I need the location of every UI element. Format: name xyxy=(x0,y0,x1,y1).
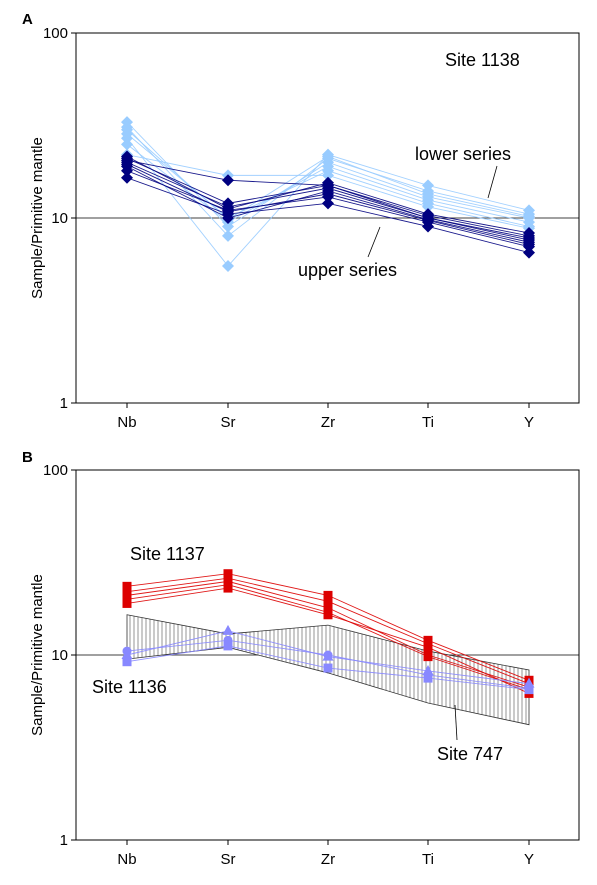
x-tick-label-y: Y xyxy=(524,851,534,868)
data-point-diamond xyxy=(222,229,234,242)
panel-a-lower-series-pointer xyxy=(487,165,498,199)
x-tick-label-nb: Nb xyxy=(117,851,136,868)
data-point-diamond xyxy=(121,154,133,167)
data-point-diamond xyxy=(121,123,133,136)
data-point-diamond xyxy=(523,226,535,239)
data-point-square xyxy=(423,652,433,662)
panel-b-letter: B xyxy=(22,449,33,466)
data-point-square xyxy=(323,663,333,673)
data-point-square xyxy=(423,642,433,652)
x-tick-label-sr: Sr xyxy=(221,414,236,431)
data-point-diamond xyxy=(523,210,535,223)
data-point-square xyxy=(223,583,233,593)
y-tick-label: 100 xyxy=(43,25,68,42)
data-point-diamond xyxy=(222,174,234,187)
panel-a-y-ticks: 1 10 100 xyxy=(43,25,579,412)
data-point-triangle xyxy=(523,677,535,688)
data-point-diamond xyxy=(222,205,234,218)
data-point-diamond xyxy=(322,179,334,192)
data-point-triangle xyxy=(322,650,334,661)
panel-a-letter: A xyxy=(22,11,33,28)
x-tick-label-sr: Sr xyxy=(221,851,236,868)
panel-b-site-747-label: Site 747 xyxy=(437,744,503,764)
data-point-diamond xyxy=(222,260,234,273)
x-tick-label-y: Y xyxy=(524,414,534,431)
data-point-square xyxy=(122,657,132,667)
data-point-diamond xyxy=(121,171,133,184)
panel-a-site-label: Site 1138 xyxy=(445,50,520,70)
data-point-diamond xyxy=(222,212,234,224)
data-point-triangle xyxy=(422,664,434,675)
data-point-square xyxy=(122,598,132,608)
panel-a: A Sample/Primitive mantle 1 10 100 Nb Sr Zr T… xyxy=(22,11,580,431)
y-tick-label: 1 xyxy=(60,832,68,849)
x-tick-label-ti: Ti xyxy=(422,414,434,431)
data-point-diamond xyxy=(322,150,334,163)
panel-a-upper-series-label: upper series xyxy=(298,260,397,280)
data-point-square xyxy=(323,603,333,613)
panel-b-site-1136-label: Site 1136 xyxy=(92,677,167,697)
data-point-diamond xyxy=(523,234,535,247)
panel-a-x-ticks: Nb Sr Zr Ti Y xyxy=(117,403,534,431)
data-point-triangle xyxy=(222,624,234,635)
y-tick-label: 10 xyxy=(51,210,68,227)
panel-b-series xyxy=(121,569,535,698)
panel-a-series xyxy=(121,116,535,273)
x-tick-label-zr: Zr xyxy=(321,414,335,431)
panel-b-site-1137-label: Site 1137 xyxy=(130,544,205,564)
data-point-circle xyxy=(223,635,233,645)
data-point-square xyxy=(323,596,333,606)
data-point-diamond xyxy=(523,204,535,217)
y-tick-label: 100 xyxy=(43,462,68,479)
data-point-diamond xyxy=(422,212,434,224)
data-point-square xyxy=(323,590,333,600)
data-point-diamond xyxy=(422,179,434,192)
x-tick-label-zr: Zr xyxy=(321,851,335,868)
panel-a-upper-series-pointer xyxy=(367,226,381,258)
data-point-diamond xyxy=(422,187,434,200)
panel-b-x-ticks: Nb Sr Zr Ti Y xyxy=(117,840,534,868)
panel-a-lower-series-label: lower series xyxy=(415,144,511,164)
y-tick-label: 1 xyxy=(60,395,68,412)
data-point-square xyxy=(223,569,233,579)
data-point-diamond xyxy=(121,138,133,151)
panel-a-y-axis-label: Sample/Primitive mantle xyxy=(29,137,46,299)
data-point-diamond xyxy=(322,169,334,182)
panel-b: B Sample/Primitive mantle 1 10 100 Nb Sr Zr T… xyxy=(22,449,580,868)
data-point-square xyxy=(122,581,132,591)
data-point-diamond xyxy=(322,197,334,210)
data-point-square xyxy=(323,610,333,620)
data-point-triangle xyxy=(121,649,133,659)
data-point-square xyxy=(223,641,233,651)
panel-b-y-axis-label: Sample/Primitive mantle xyxy=(29,574,46,736)
data-point-diamond xyxy=(322,187,334,200)
x-tick-label-ti: Ti xyxy=(422,851,434,868)
y-tick-label: 10 xyxy=(51,647,68,664)
panel-b-site-747-pointer xyxy=(454,704,458,741)
x-tick-label-nb: Nb xyxy=(117,414,136,431)
data-point-diamond xyxy=(422,200,434,213)
